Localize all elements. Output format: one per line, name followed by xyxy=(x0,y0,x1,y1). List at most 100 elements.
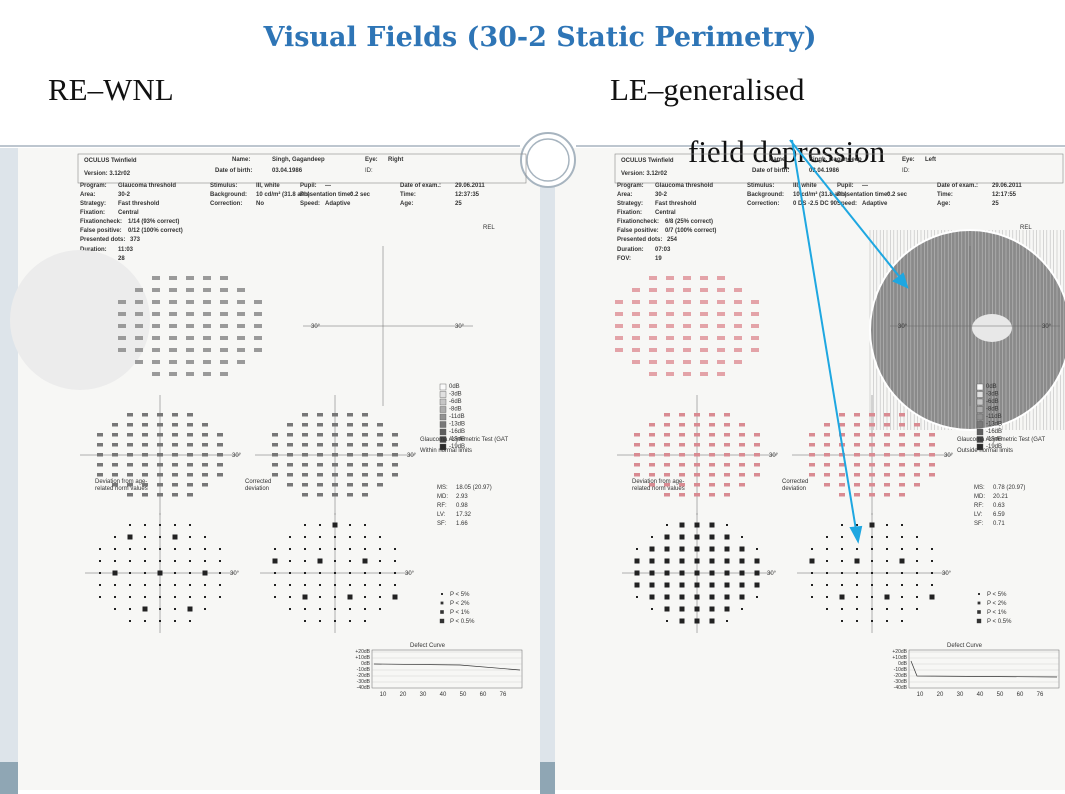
probability-glyph xyxy=(650,559,655,564)
scan-text: Eye: xyxy=(365,157,378,163)
deviation-glyph xyxy=(362,473,368,477)
scan-text: Central xyxy=(655,210,676,216)
threshold-glyph xyxy=(169,348,177,352)
probability-glyph xyxy=(740,595,745,600)
threshold-glyph xyxy=(683,324,691,328)
deviation-glyph xyxy=(377,433,383,437)
deviation-glyph xyxy=(869,463,875,467)
deviation-glyph xyxy=(172,433,178,437)
deviation-glyph xyxy=(649,443,655,447)
probability-glyph xyxy=(189,596,191,598)
probability-glyph xyxy=(174,560,176,562)
deviation-glyph xyxy=(317,483,323,487)
deviation-glyph xyxy=(317,433,323,437)
threshold-glyph xyxy=(220,300,228,304)
threshold-glyph xyxy=(751,324,759,328)
deviation-glyph xyxy=(724,413,730,417)
threshold-glyph xyxy=(649,360,657,364)
probability-glyph xyxy=(349,584,351,586)
deviation-glyph xyxy=(809,443,815,447)
deviation-glyph xyxy=(347,423,353,427)
deviation-glyph xyxy=(824,473,830,477)
probability-glyph xyxy=(274,572,276,574)
deviation-glyph xyxy=(694,493,700,497)
threshold-glyph xyxy=(169,276,177,280)
p-swatch xyxy=(440,610,444,614)
deviation-glyph xyxy=(317,453,323,457)
threshold-glyph xyxy=(135,324,143,328)
scan-text: 60 xyxy=(480,692,487,698)
probability-glyph xyxy=(856,548,858,550)
legend-swatch xyxy=(977,422,983,428)
probability-glyph xyxy=(189,584,191,586)
deviation-glyph xyxy=(217,443,223,447)
deviation-glyph xyxy=(127,443,133,447)
probability-glyph xyxy=(871,548,873,550)
deviation-glyph xyxy=(142,463,148,467)
threshold-glyph xyxy=(169,360,177,364)
deviation-glyph xyxy=(839,483,845,487)
deviation-glyph xyxy=(754,433,760,437)
threshold-glyph xyxy=(203,312,211,316)
scan-text: False positive: xyxy=(617,228,659,234)
deviation-glyph xyxy=(172,453,178,457)
scan-text: Time: xyxy=(400,192,416,198)
threshold-glyph xyxy=(118,300,126,304)
probability-glyph xyxy=(189,620,191,622)
p-swatch xyxy=(440,619,444,623)
scan-text: 30° xyxy=(232,453,242,459)
threshold-glyph xyxy=(237,288,245,292)
scan-text: Correction: xyxy=(210,201,242,207)
scan-text: Adaptive xyxy=(862,201,888,207)
probability-glyph xyxy=(334,620,336,622)
deviation-glyph xyxy=(302,433,308,437)
deviation-glyph xyxy=(869,453,875,457)
probability-glyph xyxy=(219,572,221,574)
probability-glyph xyxy=(756,596,758,598)
threshold-glyph xyxy=(237,300,245,304)
deviation-glyph xyxy=(287,473,293,477)
scan-text: MD: xyxy=(974,494,985,500)
probability-glyph xyxy=(159,608,161,610)
probability-glyph xyxy=(304,584,306,586)
probability-glyph xyxy=(348,595,353,600)
deviation-glyph xyxy=(217,453,223,457)
probability-glyph xyxy=(635,559,640,564)
probability-glyph xyxy=(755,571,760,576)
probability-glyph xyxy=(144,584,146,586)
scan-text: 30° xyxy=(898,324,908,330)
deviation-glyph xyxy=(709,473,715,477)
scan-text: -40dB xyxy=(894,685,908,691)
deviation-glyph xyxy=(679,423,685,427)
legend-swatch xyxy=(977,414,983,420)
deviation-glyph xyxy=(217,473,223,477)
threshold-glyph xyxy=(632,324,640,328)
deviation-glyph xyxy=(172,483,178,487)
probability-glyph xyxy=(856,596,858,598)
threshold-glyph xyxy=(700,300,708,304)
threshold-glyph xyxy=(203,324,211,328)
threshold-glyph xyxy=(203,372,211,376)
scan-text: 0.63 xyxy=(993,503,1005,509)
scan-text: P < 0.5% xyxy=(987,619,1012,625)
scan-text: P < 1% xyxy=(450,610,470,616)
deviation-glyph xyxy=(317,493,323,497)
deviation-glyph xyxy=(839,493,845,497)
p-swatch xyxy=(978,593,980,595)
deviation-glyph xyxy=(202,473,208,477)
probability-glyph xyxy=(334,536,336,538)
probability-glyph xyxy=(319,620,321,622)
probability-glyph xyxy=(635,571,640,576)
probability-glyph xyxy=(114,560,116,562)
threshold-glyph xyxy=(700,312,708,316)
scan-text: Corrected xyxy=(245,479,271,485)
probability-glyph xyxy=(826,548,828,550)
probability-glyph xyxy=(159,536,161,538)
threshold-glyph xyxy=(220,360,228,364)
deviation-glyph xyxy=(839,473,845,477)
probability-glyph xyxy=(695,523,700,528)
probability-glyph xyxy=(886,584,888,586)
deviation-glyph xyxy=(854,443,860,447)
deviation-glyph xyxy=(809,433,815,437)
scan-text: Date of exam.: xyxy=(400,183,441,189)
